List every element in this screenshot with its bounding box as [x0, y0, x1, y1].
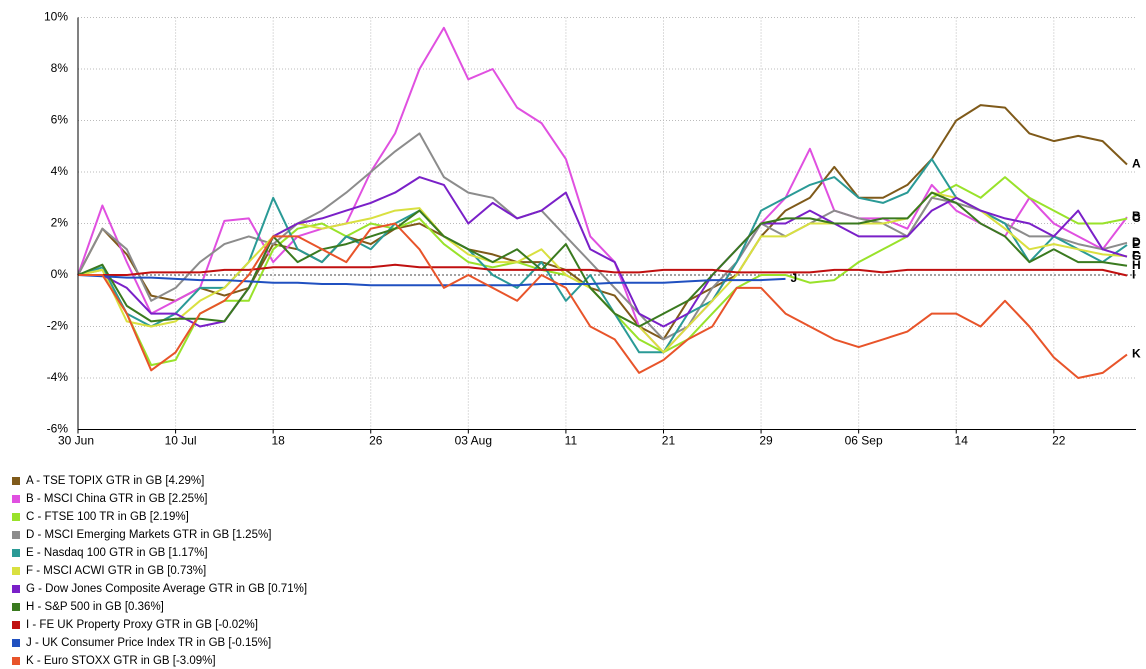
y-tick-label: 6% [51, 113, 69, 127]
end-label: B [1132, 209, 1141, 223]
end-label: D [1132, 235, 1141, 249]
x-tick-label: 21 [662, 434, 676, 448]
x-tick-label: 22 [1052, 434, 1066, 448]
legend-label: B - MSCI China GTR in GB [2.25%] [26, 493, 208, 505]
x-tick-label: 06 Sep [845, 434, 883, 448]
end-label: J [790, 271, 797, 285]
legend-label: D - MSCI Emerging Markets GTR in GB [1.2… [26, 529, 271, 541]
legend-swatch [12, 549, 20, 557]
y-tick-label: 0% [51, 267, 69, 281]
legend-label: J - UK Consumer Price Index TR in GB [-0… [26, 637, 271, 649]
end-label: F [1132, 248, 1139, 262]
y-tick-label: -2% [47, 319, 69, 333]
y-tick-label: 2% [51, 216, 69, 230]
legend-swatch [12, 495, 20, 503]
series-line [77, 191, 1128, 354]
legend-swatch [12, 621, 20, 629]
y-tick-label: 8% [51, 61, 69, 75]
series-line [77, 274, 786, 287]
y-tick-label: 4% [51, 164, 69, 178]
legend-swatch [12, 639, 20, 647]
end-label: E [1132, 237, 1140, 251]
series-line [77, 26, 1128, 354]
y-tick-label: 10% [44, 10, 68, 24]
end-label: A [1132, 157, 1141, 171]
legend: A - TSE TOPIX GTR in GB [4.29%] B - MSCI … [12, 475, 307, 667]
end-label: H [1132, 258, 1141, 272]
series-line [77, 132, 1128, 341]
legend-swatch [12, 603, 20, 611]
end-label: K [1132, 347, 1141, 361]
x-tick-label: 11 [565, 434, 578, 448]
legend-label: G - Dow Jones Composite Average GTR in G… [26, 583, 307, 595]
x-tick-label: 30 Jun [58, 434, 94, 448]
legend-label: E - Nasdaq 100 GTR in GB [1.17%] [26, 547, 208, 559]
end-label: I [1132, 268, 1135, 282]
end-label: G [1132, 249, 1141, 263]
x-tick-label: 29 [759, 434, 773, 448]
x-tick-label: 18 [271, 434, 285, 448]
end-label: C [1132, 211, 1141, 225]
grid [77, 17, 1136, 430]
series-line [78, 176, 1128, 328]
x-tick-label: 10 Jul [165, 434, 197, 448]
legend-swatch [12, 531, 20, 539]
legend-label: C - FTSE 100 TR in GB [2.19%] [26, 511, 189, 523]
axes: -6% -4% -2% 0% 2% 4% 6% 8% 10% 30 Jun 10 Jul 18 26 03… [44, 10, 1136, 448]
x-tick-label: 14 [955, 434, 969, 448]
legend-label: I - FE UK Property Proxy GTR in GB [-0.0… [26, 619, 258, 631]
series-line [77, 191, 1128, 328]
series-line [78, 222, 1128, 379]
series-line [77, 104, 1128, 341]
legend-label: H - S&P 500 in GB [0.36%] [26, 601, 164, 613]
legend-swatch [12, 477, 20, 485]
legend-label: K - Euro STOXX GTR in GB [-3.09%] [26, 655, 216, 667]
x-tick-label: 26 [369, 434, 383, 448]
y-tick-label: -6% [47, 422, 69, 436]
legend-label: A - TSE TOPIX GTR in GB [4.29%] [26, 475, 204, 487]
legend-swatch [12, 657, 20, 665]
y-tick-label: -4% [47, 370, 69, 384]
legend-swatch [12, 513, 20, 521]
legend-swatch [12, 585, 20, 593]
series-line [77, 158, 1128, 354]
legend-label: F - MSCI ACWI GTR in GB [0.73%] [26, 565, 206, 577]
x-tick-label: 03 Aug [455, 434, 492, 448]
legend-swatch [12, 567, 20, 575]
